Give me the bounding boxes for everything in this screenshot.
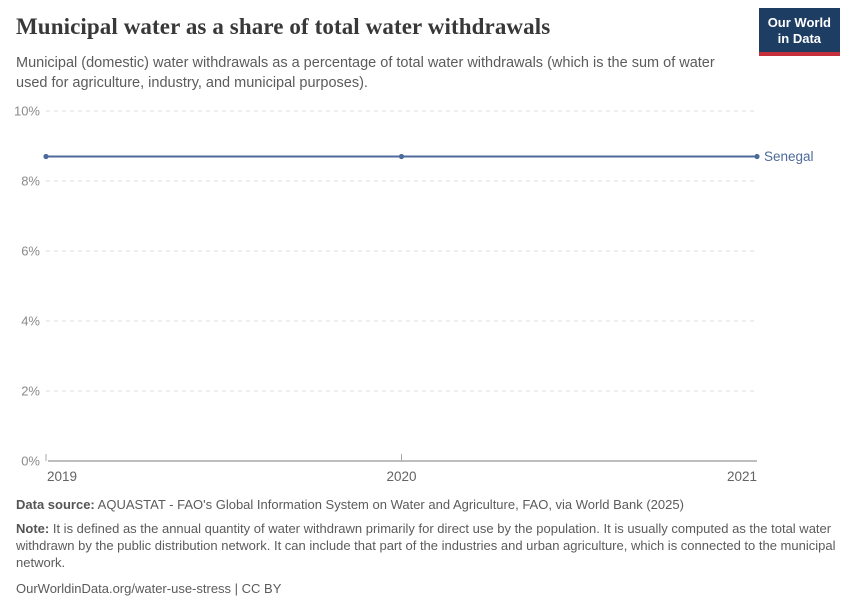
y-tick-label: 0% [21, 454, 40, 469]
y-tick-label: 2% [21, 384, 40, 399]
citation-link[interactable]: OurWorldinData.org/water-use-stress | CC… [16, 581, 282, 596]
owid-logo-line1: Our World [767, 15, 831, 30]
y-tick-label: 10% [14, 104, 40, 119]
data-source-label: Data source: [16, 497, 95, 512]
chart-footer: Data source: AQUASTAT - FAO's Global Inf… [16, 496, 836, 600]
x-tick-label: 2019 [47, 469, 77, 484]
data-point[interactable] [43, 153, 49, 160]
data-source-line: Data source: AQUASTAT - FAO's Global Inf… [16, 496, 836, 513]
page-title: Municipal water as a share of total wate… [16, 14, 551, 39]
data-point[interactable] [398, 153, 405, 160]
y-tick-label: 4% [21, 314, 40, 329]
owid-logo-line2: in Data [777, 31, 822, 46]
y-tick-label: 8% [21, 174, 40, 189]
note-text: It is defined as the annual quantity of … [16, 521, 836, 570]
x-tick-label: 2021 [727, 469, 757, 484]
y-tick-label: 6% [21, 244, 40, 259]
note-label: Note: [16, 521, 50, 536]
chart-subtitle: Municipal (domestic) water withdrawals a… [16, 55, 715, 91]
x-tick-label: 2020 [386, 469, 416, 484]
data-source-text: AQUASTAT - FAO's Global Information Syst… [97, 497, 684, 512]
note-line: Note: It is defined as the annual quanti… [16, 520, 836, 571]
series-label[interactable]: Senegal [764, 149, 814, 164]
data-point[interactable] [754, 153, 760, 160]
owid-logo[interactable]: Our World in Data [758, 8, 840, 56]
